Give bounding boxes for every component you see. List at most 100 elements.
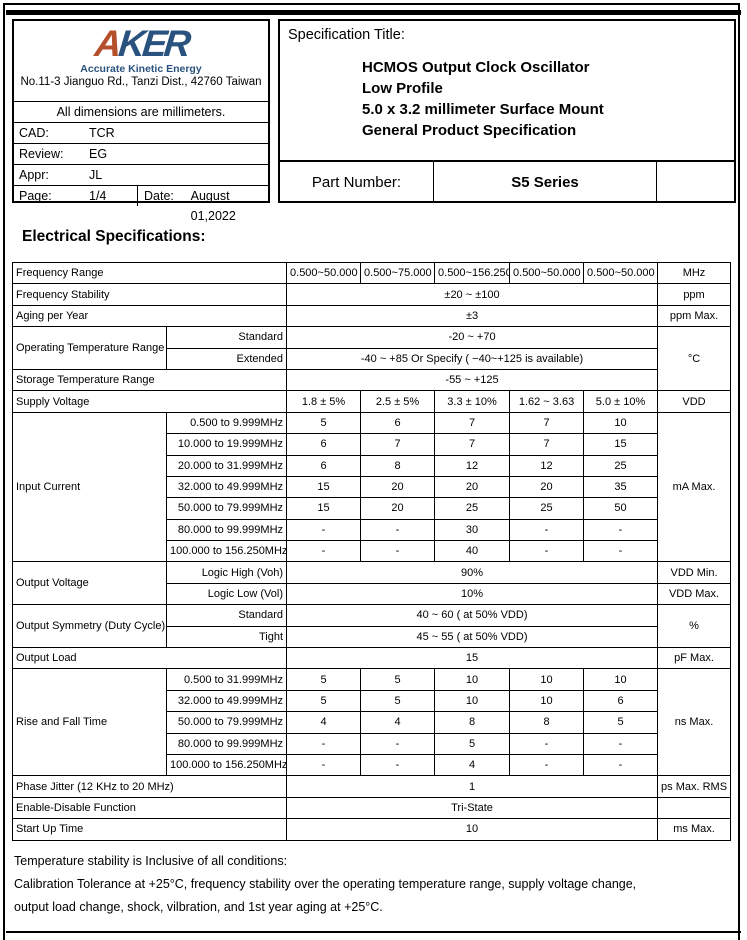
spec-cell: 32.000 to 49.999MHz [165, 689, 288, 713]
spec-cell: 0.500~156.250 [434, 261, 511, 285]
spec-cell: 35 [583, 475, 659, 499]
spec-cell: Enable-Disable Function [11, 796, 288, 820]
table-row: Supply Voltage 1.8 ± 5% 2.5 ± 5% 3.3 ± 10% 1… [11, 390, 732, 413]
spec-cell: - [509, 732, 585, 755]
table-row: Output Voltage Logic High (Voh) 90% VDD Min… [12, 561, 732, 606]
spec-cell: % [657, 604, 732, 649]
table-row: Aging per Year ±3 ppm Max. [11, 304, 732, 328]
spec-cell: 15 [286, 647, 659, 670]
bottom-divider [6, 931, 741, 933]
spec-cell: 4 [286, 711, 362, 734]
spec-cell: 5.0 ± 10% [583, 390, 659, 413]
spec-cell: ±3 [286, 304, 659, 328]
spec-cell: VDD Max. [657, 582, 732, 606]
logo-section: AKER Accurate Kinetic Energy No.11-3 Jia… [14, 21, 268, 102]
spec-cell: Standard [165, 326, 288, 349]
company-address: No.11-3 Jianguo Rd., Tanzi Dist., 42760 … [20, 76, 262, 88]
spec-cell: 10 [434, 689, 511, 713]
part-number-value: S5 Series [434, 162, 657, 203]
spec-cell: -20 ~ +70 [286, 326, 659, 349]
table-row: Tight 45 ~ 55 ( at 50% VDD) [13, 625, 731, 649]
spec-cell: 8 [509, 711, 585, 734]
spec-cell: 7 [360, 433, 436, 456]
spec-cell: Start Up Time [11, 818, 288, 841]
review-row: Review: EG [14, 144, 268, 165]
spec-cell: 80.000 to 99.999MHz [165, 518, 288, 542]
cad-row: CAD: TCR [14, 123, 268, 144]
spec-cell: Phase Jitter (12 KHz to 20 MHz) [11, 775, 288, 798]
top-divider [6, 10, 741, 15]
spec-cell: ms Max. [657, 818, 732, 841]
spec-cell: 5 [286, 689, 362, 713]
table-row: Input Current 0.500 to 9.999MHz 5 6 7 7 10 mA M… [12, 411, 732, 563]
electrical-specifications-table: Frequency Range 0.500~50.000 0.500~75.000 0… [11, 261, 732, 841]
page-number: 1/4 [89, 189, 107, 203]
spec-cell: 6 [286, 433, 362, 456]
spec-cell: 0.500~75.000 [360, 261, 436, 285]
spec-cell: - [286, 518, 362, 542]
spec-cell: MHz [657, 261, 732, 285]
spec-cell: Output Load [11, 647, 288, 670]
footnote-line: Calibration Tolerance at +25°C, frequenc… [14, 877, 637, 891]
page-border [3, 3, 740, 940]
spec-cell: - [360, 753, 436, 777]
section-heading: Electrical Specifications: [22, 228, 206, 245]
spec-cell: 0.500~50.000 [583, 261, 659, 285]
spec-cell: Tight [165, 625, 288, 649]
spec-cell: - [360, 540, 436, 563]
table-row: Storage Temperature Range -55 ~ +125 [11, 368, 731, 392]
spec-cell: 30 [434, 518, 511, 542]
page-label: Page: [19, 189, 52, 203]
spec-cell: 25 [434, 497, 511, 520]
spec-cell: 6 [360, 411, 436, 435]
table-row: Frequency Range 0.500~50.000 0.500~75.000 0… [11, 261, 732, 285]
spec-cell: 15 [286, 475, 362, 499]
spec-table-body: Frequency Range 0.500~50.000 0.500~75.000 0… [11, 261, 732, 841]
spec-cell: 0.500~50.000 [286, 261, 362, 285]
review-label: Review: [19, 147, 64, 161]
table-row: Phase Jitter (12 KHz to 20 MHz) 1 ps Max. … [11, 775, 732, 798]
part-number-empty-cell [657, 162, 734, 203]
spec-cell: °C [657, 326, 732, 392]
page-date-row: Page: 1/4 Date: August 01,2022 [14, 186, 268, 223]
spec-cell: 1.62 ~ 3.63 [509, 390, 585, 413]
spec-cell: 7 [434, 433, 511, 456]
spec-cell: - [360, 732, 436, 755]
spec-cell: ppm Max. [657, 304, 732, 328]
spec-cell: 50.000 to 79.999MHz [165, 711, 288, 734]
spec-cell: 0.500 to 31.999MHz [165, 668, 288, 691]
spec-cell: Input Current [12, 411, 167, 563]
appr-value: JL [89, 168, 103, 182]
spec-cell: 4 [360, 711, 436, 734]
spec-title-line: HCMOS Output Clock Oscillator [362, 59, 590, 76]
spec-cell: VDD [657, 390, 732, 413]
table-row: Rise and Fall Time 0.500 to 31.999MHz 5 5 10… [12, 668, 732, 777]
spec-cell: -55 ~ +125 [286, 368, 659, 392]
spec-cell: 5 [286, 668, 362, 691]
spec-cell: Logic Low (Vol) [165, 582, 288, 606]
spec-cell: 40 [434, 540, 511, 563]
spec-title-line: General Product Specification [362, 122, 577, 139]
spec-cell: 50.000 to 79.999MHz [165, 497, 288, 520]
spec-cell: 8 [434, 711, 511, 734]
spec-cell: 25 [583, 454, 659, 477]
spec-cell: - [509, 753, 585, 777]
spec-title-line: Low Profile [362, 80, 443, 97]
spec-cell: pF Max. [657, 647, 732, 670]
spec-cell: 15 [286, 497, 362, 520]
table-row: 50.000 to 79.999MHz 15 20 25 25 50 [13, 497, 731, 520]
spec-cell: 45 ~ 55 ( at 50% VDD) [286, 625, 659, 649]
spec-cell: - [509, 540, 585, 563]
spec-cell: 25 [509, 497, 585, 520]
table-row: 20.000 to 31.999MHz 6 8 12 12 25 [13, 454, 731, 477]
spec-title-label: Specification Title: [288, 27, 405, 43]
spec-cell: 6 [286, 454, 362, 477]
spec-cell: 3.3 ± 10% [434, 390, 511, 413]
spec-cell: 80.000 to 99.999MHz [165, 732, 288, 755]
spec-cell: 2.5 ± 5% [360, 390, 436, 413]
date-label: Date: [144, 189, 174, 203]
spec-cell: 40 ~ 60 ( at 50% VDD) [286, 604, 659, 627]
part-number-row: Part Number: S5 Series [280, 162, 734, 203]
table-row: 32.000 to 49.999MHz 15 20 20 20 35 [13, 475, 731, 499]
